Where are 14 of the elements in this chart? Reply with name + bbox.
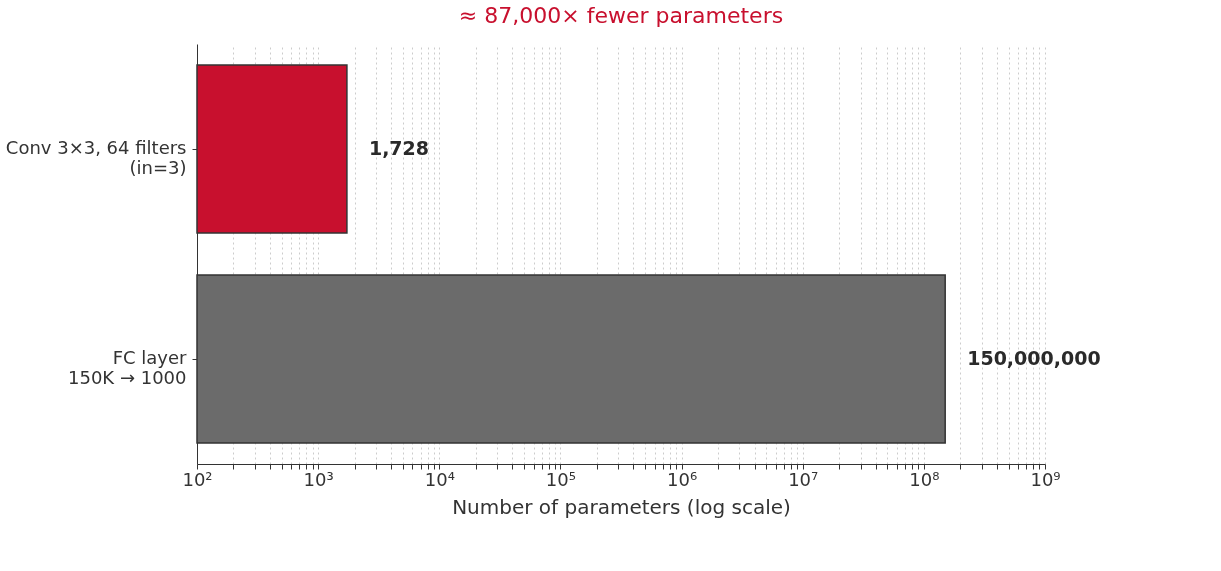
- x-tick-label: 10²: [182, 468, 213, 490]
- x-tick-label: 10⁷: [788, 468, 819, 490]
- x-tick-label: 10⁵: [545, 468, 576, 490]
- y-tick-label: FC layer 150K → 1000: [68, 347, 188, 388]
- x-tick-label: 10⁶: [667, 468, 698, 490]
- x-tick-label: 10³: [303, 468, 334, 490]
- chart-title: ≈ 87,000× fewer parameters: [458, 3, 784, 28]
- x-tick-label: 10⁸: [909, 468, 940, 490]
- data-label: 1,728: [368, 137, 430, 159]
- x-tick-label: 10⁴: [424, 468, 455, 490]
- x-tick-label: 10⁹: [1030, 468, 1061, 490]
- y-tick-label: Conv 3×3, 64 filters (in=3): [5, 137, 187, 178]
- data-label: 150,000,000: [967, 347, 1101, 369]
- x-axis-title: Number of parameters (log scale): [452, 494, 791, 519]
